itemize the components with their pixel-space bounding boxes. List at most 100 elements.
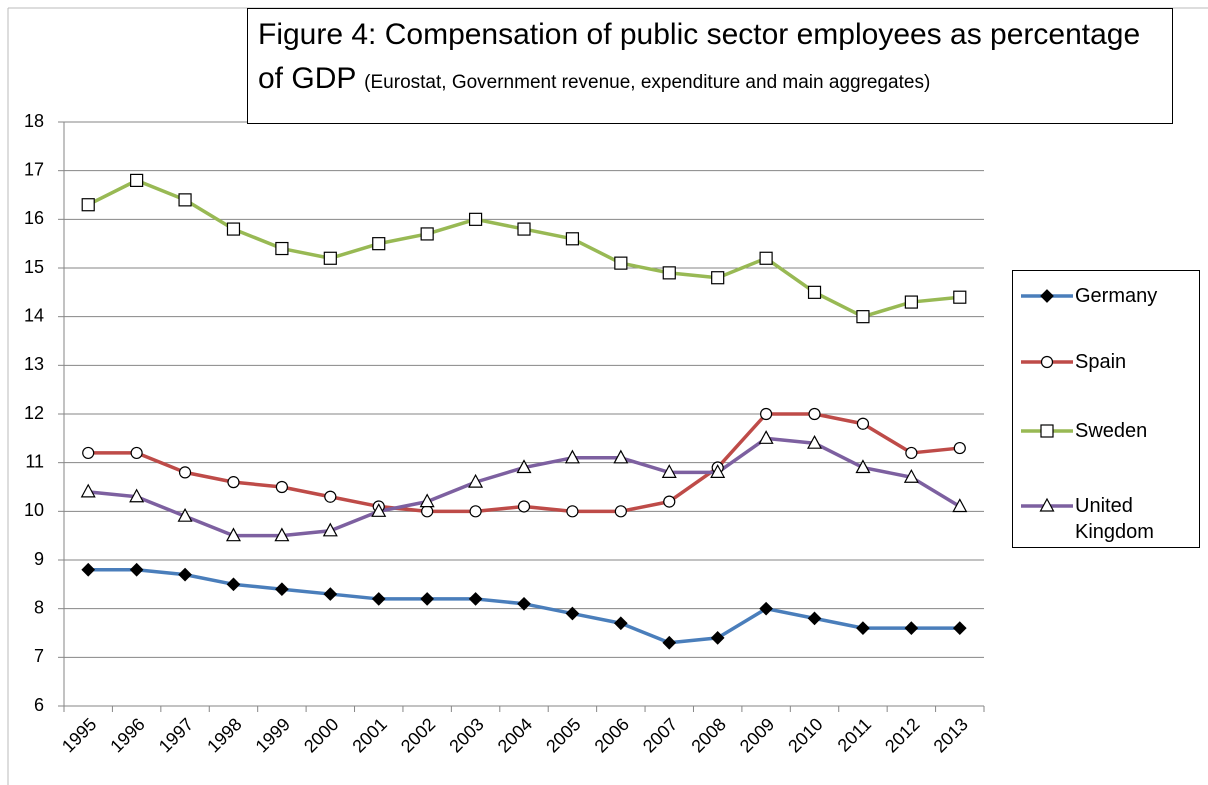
legend-label: Spain xyxy=(1075,351,1127,373)
point xyxy=(130,173,144,187)
legend-marker xyxy=(1039,497,1055,512)
point xyxy=(759,251,773,265)
y-tick-label: 11 xyxy=(25,451,44,471)
point xyxy=(80,483,96,498)
point xyxy=(468,212,483,226)
y-tick-label: 10 xyxy=(24,500,44,520)
point xyxy=(953,441,966,455)
point xyxy=(468,473,484,488)
point xyxy=(177,507,193,522)
legend-entry: Sweden xyxy=(1019,418,1185,444)
point xyxy=(371,503,387,517)
point xyxy=(517,500,531,513)
point xyxy=(856,417,870,430)
x-tick-label: 2013 xyxy=(930,714,972,756)
point xyxy=(178,466,192,479)
point xyxy=(903,469,919,483)
y-tick-label: 9 xyxy=(34,549,44,569)
point xyxy=(419,493,435,508)
point xyxy=(661,464,677,478)
point xyxy=(613,449,629,464)
point xyxy=(856,310,870,324)
point xyxy=(275,241,289,256)
legend-swatch xyxy=(1021,424,1073,438)
point xyxy=(808,407,821,421)
point xyxy=(468,592,483,606)
point xyxy=(469,505,482,518)
point xyxy=(275,582,289,597)
y-tick-label: 17 xyxy=(24,159,44,179)
point xyxy=(904,621,919,635)
legend-marker xyxy=(1040,424,1054,438)
point xyxy=(226,577,241,592)
point xyxy=(324,490,337,503)
point xyxy=(905,446,918,460)
x-tick-label: 2007 xyxy=(639,714,681,756)
legend-entry: Spain xyxy=(1019,349,1185,375)
point xyxy=(274,527,290,542)
x-tick-label: 2005 xyxy=(542,714,584,756)
point xyxy=(420,592,435,606)
legend: Germany Spain Sweden United Kingdom xyxy=(1012,270,1200,548)
point xyxy=(663,495,676,508)
x-tick-label: 2003 xyxy=(445,714,487,756)
x-tick-label: 2009 xyxy=(736,714,778,756)
x-tick-label: 1997 xyxy=(155,714,197,756)
x-tick-label: 2001 xyxy=(348,714,390,756)
y-tick-label: 13 xyxy=(24,354,44,374)
y-tick-label: 18 xyxy=(24,111,44,131)
point xyxy=(856,621,870,635)
point xyxy=(710,631,725,645)
point xyxy=(565,232,580,246)
point xyxy=(565,606,580,621)
y-tick-label: 8 xyxy=(34,597,44,617)
point xyxy=(371,592,386,606)
point xyxy=(613,616,628,631)
legend-entry: United Kingdom xyxy=(1019,493,1185,545)
point xyxy=(662,635,677,650)
point xyxy=(227,476,240,489)
y-tick-label: 6 xyxy=(34,695,44,715)
point xyxy=(178,567,192,582)
point xyxy=(807,285,822,299)
x-tick-label: 2008 xyxy=(687,714,729,756)
legend-label: Sweden xyxy=(1075,420,1148,442)
point xyxy=(711,271,725,285)
point xyxy=(129,562,144,577)
point xyxy=(323,251,337,265)
point xyxy=(662,266,676,280)
point xyxy=(130,446,143,460)
legend-swatch xyxy=(1021,289,1073,303)
x-tick-label: 2011 xyxy=(834,714,876,756)
point xyxy=(421,505,434,518)
x-tick-label: 1995 xyxy=(58,714,100,756)
point xyxy=(614,505,627,518)
point xyxy=(807,434,823,449)
x-tick-label: 2010 xyxy=(784,714,826,756)
point xyxy=(226,222,241,236)
y-tick-label: 7 xyxy=(34,646,44,666)
legend-marker xyxy=(1040,355,1054,369)
x-tick-label: 2002 xyxy=(397,714,439,756)
point xyxy=(81,198,95,212)
chart-subtitle: (Eurostat, Government revenue, expenditu… xyxy=(364,72,931,93)
legend-marker xyxy=(1040,289,1054,303)
point xyxy=(855,459,871,474)
legend-label: United Kingdom xyxy=(1075,495,1154,543)
point xyxy=(759,601,773,616)
x-tick-label: 2006 xyxy=(591,714,633,756)
point xyxy=(952,498,968,513)
y-tick-label: 16 xyxy=(24,208,44,228)
point xyxy=(760,407,773,421)
chart-title: Figure 4: Compensation of public sector … xyxy=(258,18,1141,95)
point xyxy=(322,522,338,537)
point xyxy=(516,459,532,474)
point xyxy=(178,193,192,207)
point xyxy=(323,587,338,601)
x-tick-label: 1998 xyxy=(203,714,245,756)
point xyxy=(517,222,531,236)
point xyxy=(807,611,822,626)
legend-swatch xyxy=(1021,355,1073,369)
x-tick-label: 2000 xyxy=(300,714,342,756)
